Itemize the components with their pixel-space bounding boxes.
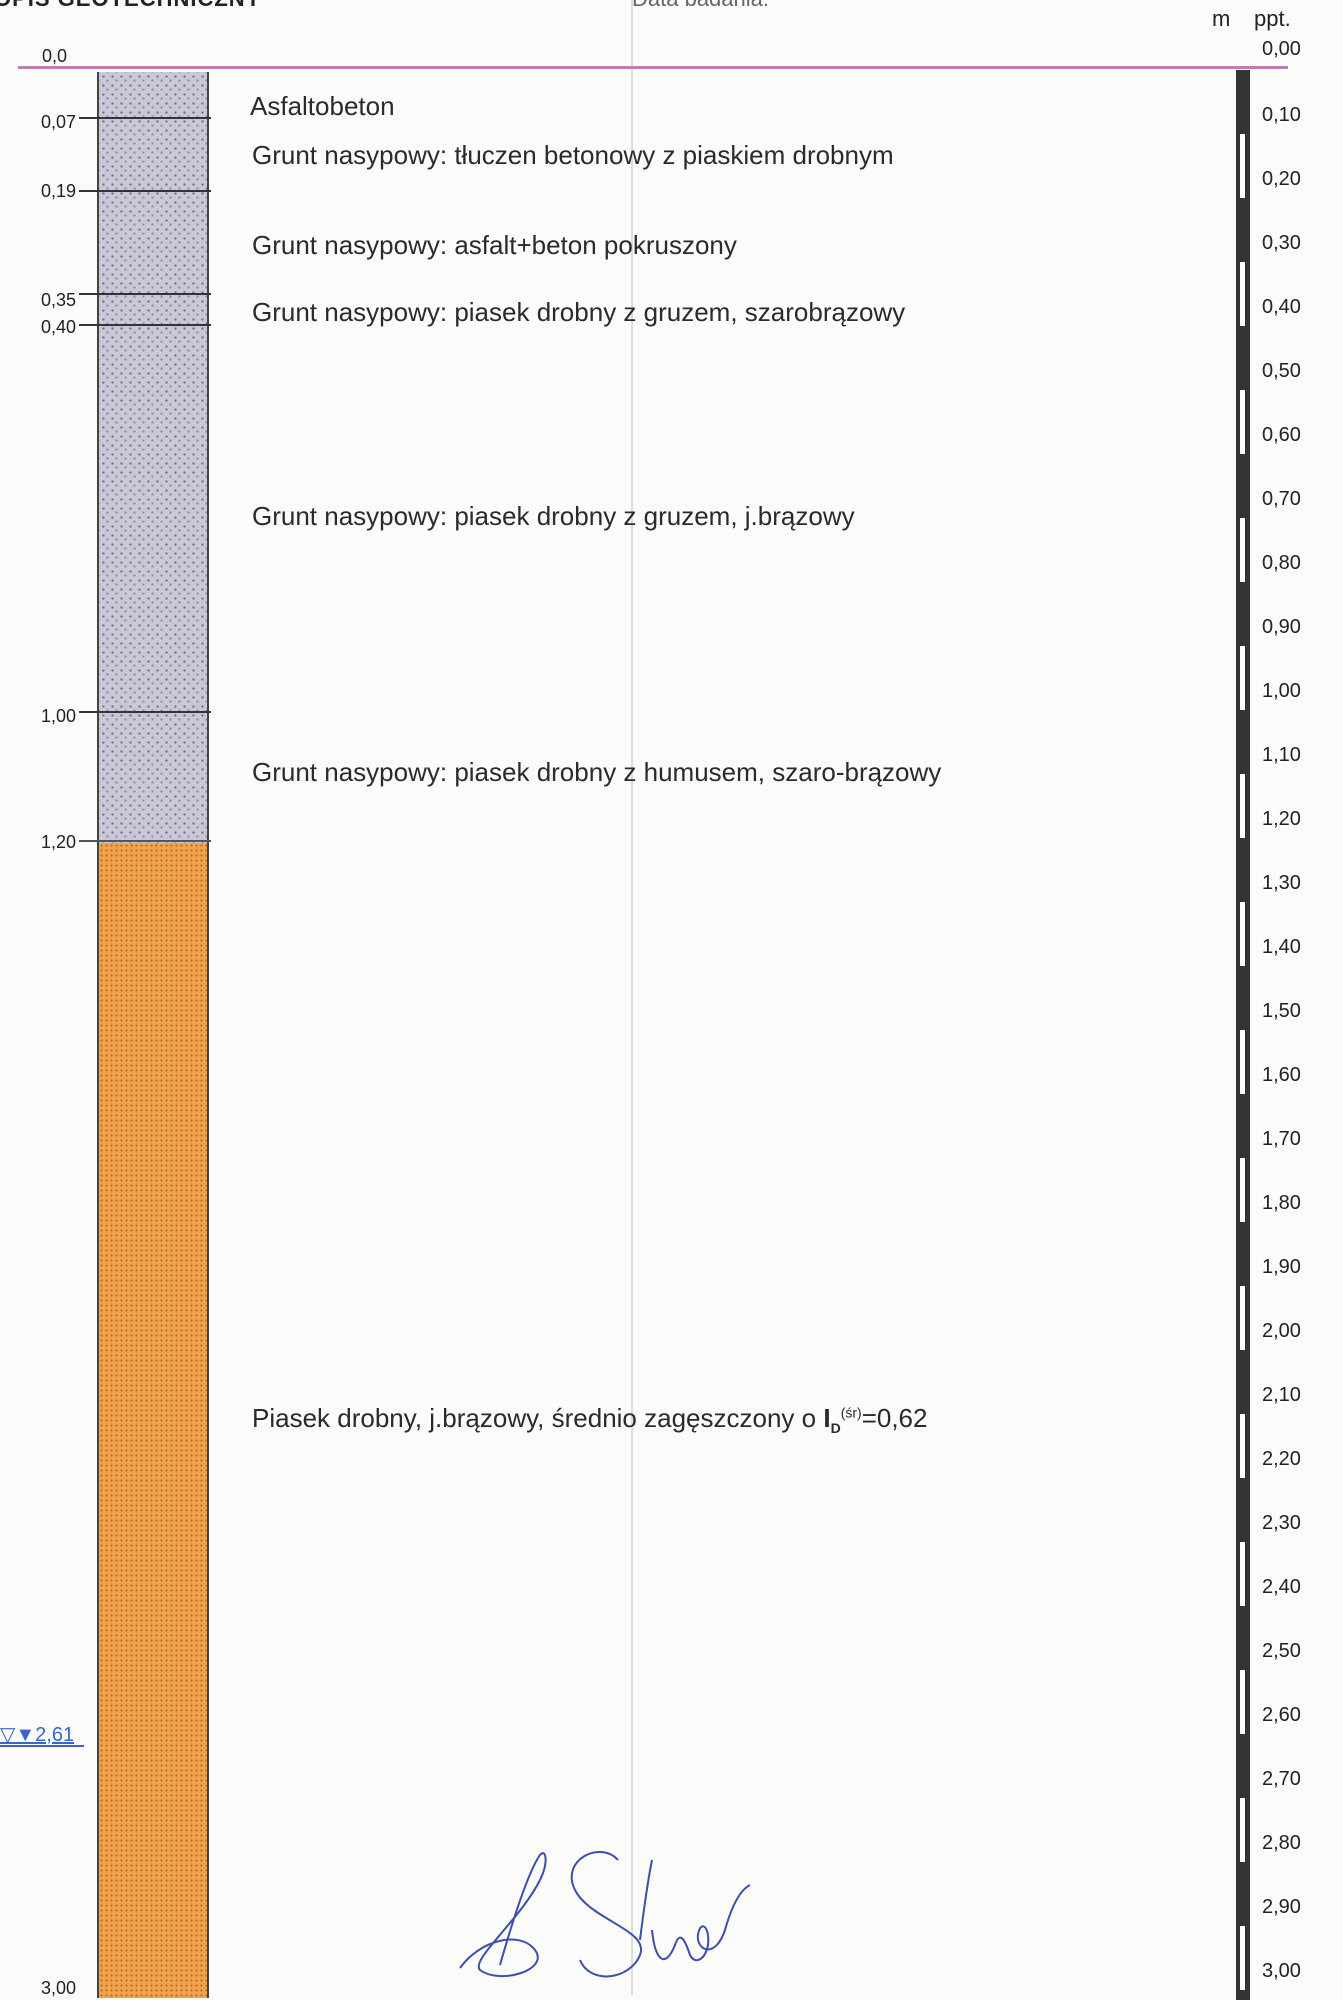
scale-label: 0,00 (1262, 38, 1301, 60)
scale-label: 1,80 (1262, 1192, 1301, 1214)
groundwater-level-line (0, 1745, 84, 1747)
scale-label: 2,40 (1262, 1576, 1301, 1598)
scale-label: 2,80 (1262, 1832, 1301, 1854)
layer-description: Asfaltobeton (250, 91, 395, 121)
scale-label: 0,80 (1262, 552, 1301, 574)
scale-label: 2,30 (1262, 1512, 1301, 1534)
scale-label: 3,00 (1262, 1960, 1301, 1982)
ground-surface-line (18, 66, 1288, 69)
depth-label: 1,00 (40, 706, 76, 726)
scale-label: 2,50 (1262, 1640, 1301, 1662)
scale-label: 0,40 (1262, 296, 1301, 318)
scale-label: 1,10 (1262, 744, 1301, 766)
ground-level-label: 0,0 (42, 46, 68, 66)
scale-label: 1,90 (1262, 1256, 1301, 1278)
layer-description: Grunt nasypowy: piasek drobny z gruzem, … (252, 501, 855, 531)
depth-label: 3,00 (40, 1978, 76, 1998)
handwritten-signature (459, 1850, 751, 1978)
depth-label: 0,40 (40, 317, 76, 337)
layer-sand (99, 843, 207, 1998)
layer-description: Grunt nasypowy: piasek drobny z humusem,… (252, 757, 942, 787)
scale-label: 1,70 (1262, 1128, 1301, 1150)
unit-m-label: m (1212, 6, 1231, 31)
scale-label: 1,50 (1262, 1000, 1301, 1022)
scale-label: 1,00 (1262, 680, 1301, 702)
sand-layer-description: Piasek drobny, j.brązowy, średnio zagęsz… (252, 1403, 928, 1437)
paper-fold-line (631, 0, 633, 1995)
scale-label: 0,90 (1262, 616, 1301, 638)
soil-column (79, 72, 211, 1998)
scale-label: 2,10 (1262, 1384, 1301, 1406)
date-label: Data badania: (632, 0, 769, 12)
scale-label: 0,50 (1262, 360, 1301, 382)
scale-label: 2,60 (1262, 1704, 1301, 1726)
scale-label: 1,60 (1262, 1064, 1301, 1086)
scale-label: 0,30 (1262, 232, 1301, 254)
scale-label: 0,20 (1262, 168, 1301, 190)
layer-boundary (79, 190, 211, 192)
layer-boundary (79, 840, 211, 842)
unit-ppt-label: ppt. (1254, 6, 1291, 31)
scale-label: 2,90 (1262, 1896, 1301, 1918)
depth-label: 0,35 (40, 290, 76, 310)
scale-label: 0,10 (1262, 104, 1301, 126)
layer-boundary (79, 324, 211, 326)
layer-boundary (79, 117, 211, 119)
depth-label: 0,07 (40, 112, 76, 132)
scale-label: 0,70 (1262, 488, 1301, 510)
document-title: OPIS GEOTECHNICZNY (0, 0, 261, 12)
depth-label: 0,19 (40, 181, 76, 201)
layer-boundary (79, 293, 211, 295)
scale-label: 0,60 (1262, 424, 1301, 446)
depth-scale-bar (1236, 70, 1250, 2000)
scale-label: 2,70 (1262, 1768, 1301, 1790)
layer-description: Grunt nasypowy: piasek drobny z gruzem, … (252, 297, 906, 327)
scale-label: 1,20 (1262, 808, 1301, 830)
layer-description: Grunt nasypowy: asfalt+beton pokruszony (252, 230, 737, 260)
groundwater-level-label: ▽▼2,61 (0, 1724, 75, 1746)
layer-fill (99, 72, 207, 843)
scale-label: 1,30 (1262, 872, 1301, 894)
scale-label: 2,00 (1262, 1320, 1301, 1342)
layer-description: Grunt nasypowy: tłuczen betonowy z piask… (252, 140, 894, 170)
layer-boundary (79, 711, 211, 713)
scale-label: 1,40 (1262, 936, 1301, 958)
scale-label: 2,20 (1262, 1448, 1301, 1470)
depth-label: 1,20 (40, 832, 76, 852)
